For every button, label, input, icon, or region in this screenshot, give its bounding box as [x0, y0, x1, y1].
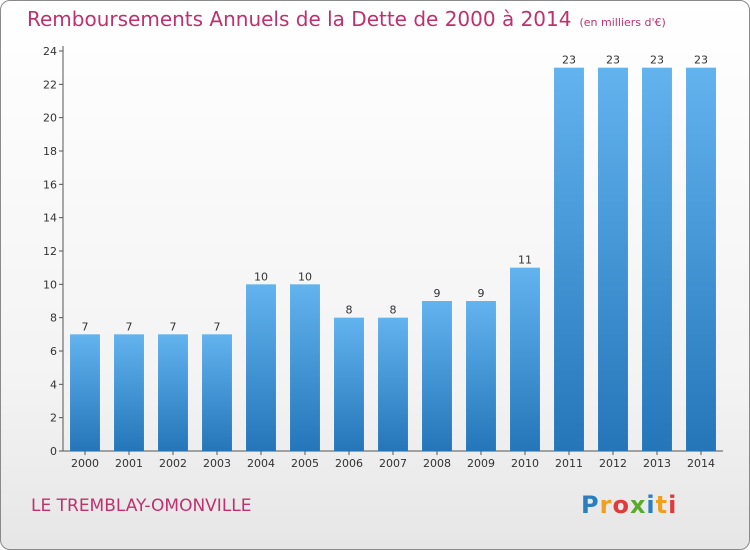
x-tick-label: 2006 — [335, 457, 363, 470]
logo-letter: o — [612, 491, 630, 519]
y-tick-label: 8 — [50, 312, 57, 325]
bar — [642, 67, 672, 452]
data-label: 23 — [650, 54, 664, 67]
bar — [202, 334, 232, 451]
bar — [378, 317, 408, 451]
x-tick-label: 2001 — [115, 457, 143, 470]
data-label: 9 — [434, 287, 441, 300]
bars: 7 7 7 7 10 10 8 8 9 9 11 23 23 23 23 — [70, 54, 716, 452]
x-tick-label: 2011 — [555, 457, 583, 470]
y-tick-label: 4 — [50, 378, 57, 391]
x-tick-label: 2013 — [643, 457, 671, 470]
data-label: 23 — [562, 54, 576, 67]
data-label: 10 — [254, 270, 268, 283]
data-label: 23 — [694, 54, 708, 67]
bar — [686, 67, 716, 452]
data-label: 10 — [298, 270, 312, 283]
x-tick-label: 2008 — [423, 457, 451, 470]
x-tick-label: 2009 — [467, 457, 495, 470]
x-tick-label: 2010 — [511, 457, 539, 470]
data-label: 7 — [82, 320, 89, 333]
bar — [70, 334, 100, 451]
data-label: 7 — [214, 320, 221, 333]
bar — [598, 67, 628, 452]
y-tick-label: 20 — [43, 112, 57, 125]
bar — [422, 301, 452, 451]
data-label: 23 — [606, 54, 620, 67]
chart-title: Remboursements Annuels de la Dette de 20… — [27, 7, 666, 31]
bar — [290, 284, 320, 451]
x-tick-label: 2007 — [379, 457, 407, 470]
logo-letter: r — [599, 491, 613, 519]
y-tick-label: 22 — [43, 78, 57, 91]
data-label: 11 — [518, 254, 532, 267]
x-tick-label: 2002 — [159, 457, 187, 470]
y-tick-label: 0 — [50, 445, 57, 458]
bar — [246, 284, 276, 451]
bar — [158, 334, 188, 451]
data-label: 8 — [390, 304, 397, 317]
y-tick-label: 18 — [43, 145, 57, 158]
y-tick-label: 14 — [43, 212, 57, 225]
logo-letter: i — [668, 491, 678, 519]
logo-letter: P — [581, 491, 600, 519]
logo-letter: i — [646, 491, 656, 519]
data-label: 8 — [346, 304, 353, 317]
x-tick-label: 2003 — [203, 457, 231, 470]
proxiti-logo: Proxiti — [581, 491, 677, 519]
title-text: Remboursements Annuels de la Dette de 20… — [27, 7, 572, 31]
x-tick-label: 2014 — [687, 457, 715, 470]
bar — [334, 317, 364, 451]
bar — [554, 67, 584, 452]
bar — [114, 334, 144, 451]
bar — [510, 267, 540, 451]
y-tick-label: 2 — [50, 412, 57, 425]
x-tick-label: 2004 — [247, 457, 275, 470]
x-tick-label: 2005 — [291, 457, 319, 470]
logo-letter: x — [629, 491, 647, 519]
y-tick-label: 10 — [43, 278, 57, 291]
data-label: 7 — [170, 320, 177, 333]
y-tick-label: 16 — [43, 178, 57, 191]
x-tick-label: 2000 — [71, 457, 99, 470]
data-label: 9 — [478, 287, 485, 300]
chart-subtitle: (en milliers d'€) — [579, 16, 666, 29]
logo-letter: t — [655, 491, 669, 519]
data-label: 7 — [126, 320, 133, 333]
town-name: LE TREMBLAY-OMONVILLE — [31, 496, 252, 516]
bar — [466, 301, 496, 451]
y-tick-label: 12 — [43, 245, 57, 258]
y-tick-label: 24 — [43, 45, 57, 58]
y-tick-label: 6 — [50, 345, 57, 358]
x-tick-label: 2012 — [599, 457, 627, 470]
